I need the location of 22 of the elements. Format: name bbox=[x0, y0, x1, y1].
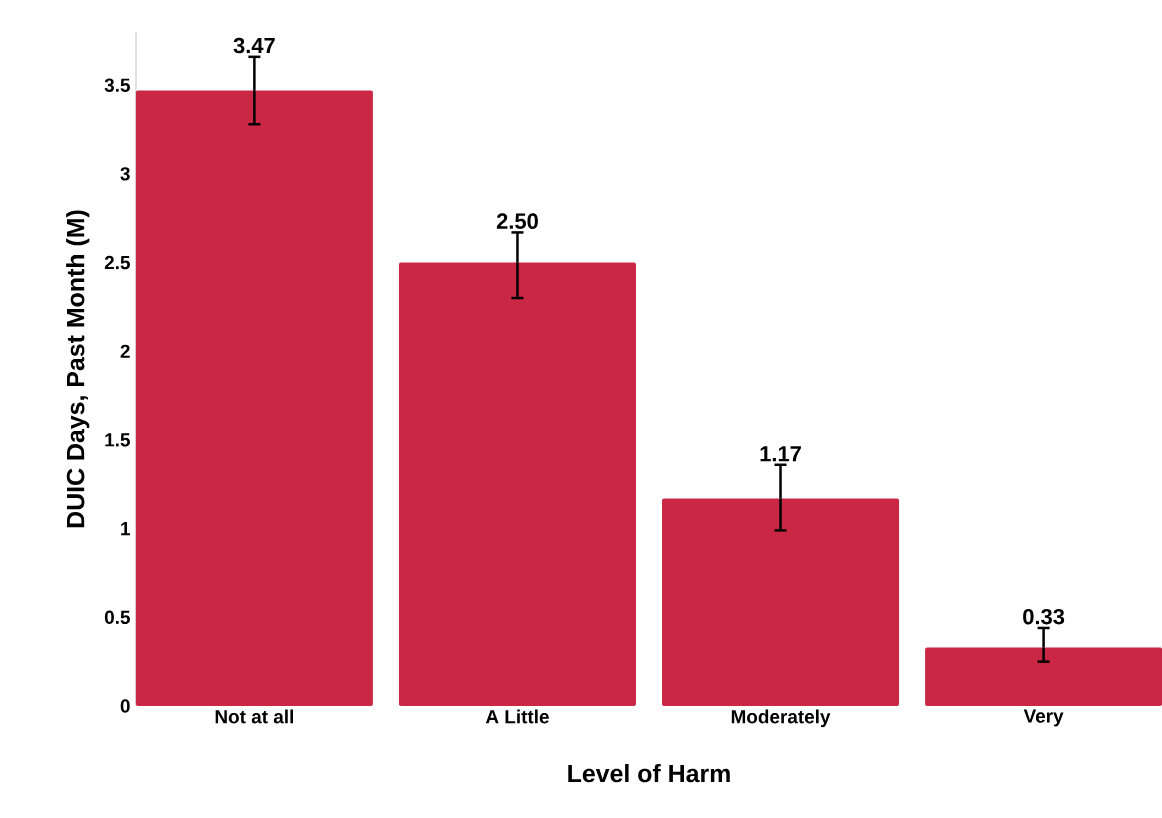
x-tick-label: Not at all bbox=[215, 709, 293, 724]
x-tick-label: Very bbox=[1023, 709, 1064, 727]
y-tick-label: 0.5 bbox=[104, 610, 130, 625]
x-tick-label: A Little bbox=[485, 709, 549, 724]
y-tick-label: 0 bbox=[120, 699, 130, 713]
y-tick-label: 3.5 bbox=[104, 78, 130, 92]
y-axis-title: DUIC Days, Past Month (M) bbox=[66, 210, 90, 528]
data-label: 0.33 bbox=[1023, 608, 1065, 625]
data-label: 2.50 bbox=[496, 213, 538, 229]
bar bbox=[925, 647, 1162, 706]
x-tick-label: Moderately bbox=[731, 709, 831, 728]
y-tick-label: 2 bbox=[120, 344, 130, 358]
bar bbox=[398, 262, 636, 706]
data-label: 1.17 bbox=[760, 446, 801, 462]
y-tick-label: 1.5 bbox=[105, 433, 130, 447]
x-axis-title: Level of Harm bbox=[568, 764, 730, 783]
y-tick-label: 3 bbox=[120, 167, 130, 181]
y-tick-label: 2.5 bbox=[104, 255, 130, 270]
y-tick-label: 1 bbox=[121, 522, 130, 536]
data-label: 3.47 bbox=[233, 37, 275, 54]
bar bbox=[135, 90, 373, 706]
bar bbox=[662, 498, 900, 706]
